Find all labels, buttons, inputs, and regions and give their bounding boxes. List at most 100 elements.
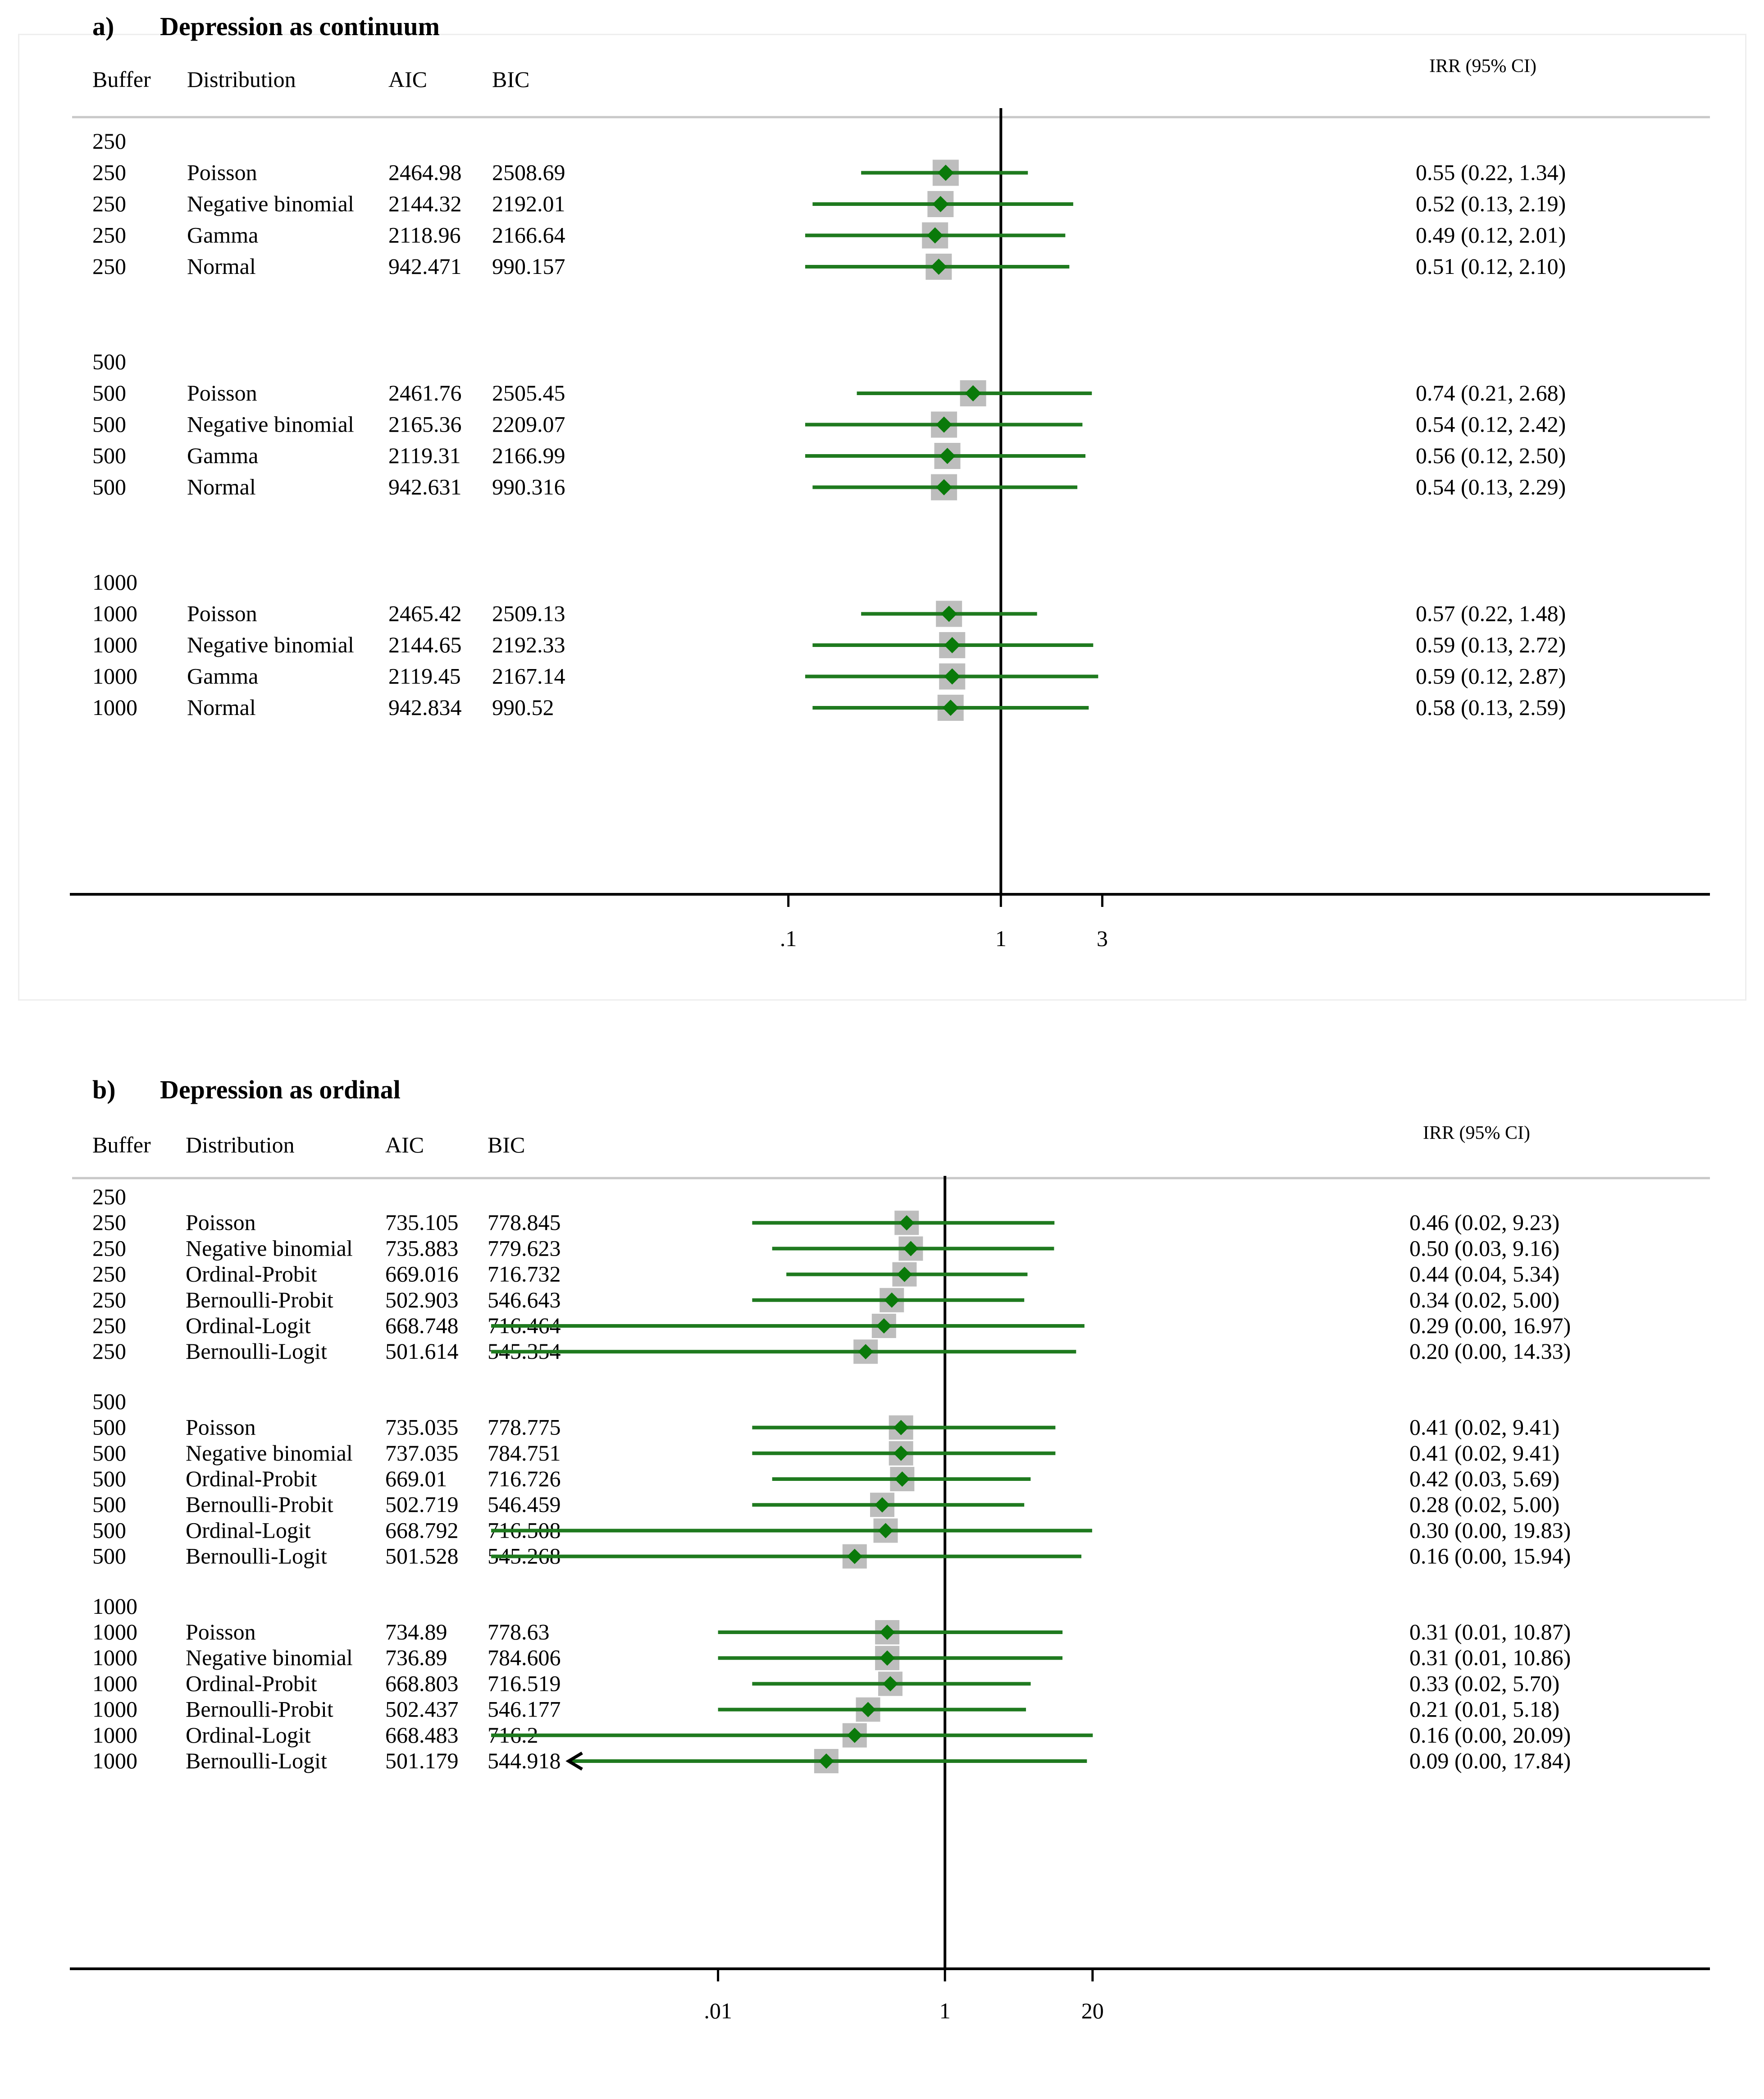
point-estimate bbox=[936, 479, 953, 496]
row-distribution: Bernoulli-Probit bbox=[186, 1697, 333, 1722]
point-estimate bbox=[880, 1650, 895, 1666]
row-ci-text: 0.59 (0.13, 2.72) bbox=[1416, 632, 1566, 657]
point-estimate bbox=[847, 1548, 862, 1564]
row-ci-text: 0.30 (0.00, 19.83) bbox=[1409, 1517, 1571, 1543]
panel-continuum bbox=[18, 34, 1746, 1001]
row-distribution: Poisson bbox=[186, 1619, 256, 1644]
x-tick-label: 1 bbox=[995, 926, 1007, 951]
point-estimate bbox=[884, 1292, 900, 1308]
row-buffer: 250 bbox=[92, 191, 126, 216]
row-bic: 546.177 bbox=[488, 1697, 561, 1722]
row-distribution: Normal bbox=[187, 474, 256, 500]
row-aic: 668.483 bbox=[385, 1722, 459, 1748]
row-distribution: Ordinal-Logit bbox=[186, 1722, 311, 1748]
row-ci-text: 0.54 (0.12, 2.42) bbox=[1416, 412, 1566, 437]
row-buffer: 1000 bbox=[92, 1671, 137, 1696]
row-bic: 779.623 bbox=[488, 1235, 561, 1261]
point-estimate bbox=[874, 1497, 890, 1513]
row-buffer: 250 bbox=[92, 223, 126, 248]
row-distribution: Bernoulli-Logit bbox=[186, 1544, 327, 1569]
row-distribution: Bernoulli-Logit bbox=[186, 1748, 327, 1773]
row-bic: 2167.14 bbox=[492, 664, 565, 689]
point-estimate bbox=[927, 227, 944, 244]
row-ci-text: 0.74 (0.21, 2.68) bbox=[1416, 380, 1566, 405]
column-header-aic: AIC bbox=[388, 67, 427, 92]
row-aic: 2165.36 bbox=[388, 412, 462, 437]
row-bic: 2192.33 bbox=[492, 632, 565, 657]
row-bic: 716.519 bbox=[488, 1671, 561, 1696]
row-bic: 2508.69 bbox=[492, 160, 565, 185]
row-ci-text: 0.41 (0.02, 9.41) bbox=[1409, 1415, 1559, 1440]
row-ci-text: 0.29 (0.00, 16.97) bbox=[1409, 1313, 1571, 1338]
row-buffer: 500 bbox=[92, 1517, 126, 1543]
point-estimate bbox=[939, 448, 956, 464]
row-ci-text: 0.58 (0.13, 2.59) bbox=[1416, 695, 1566, 720]
row-ci-text: 0.31 (0.01, 10.87) bbox=[1409, 1619, 1571, 1644]
point-estimate bbox=[944, 668, 961, 685]
row-ci-text: 0.44 (0.04, 5.34) bbox=[1409, 1261, 1559, 1287]
row-bic: 778.775 bbox=[488, 1415, 561, 1440]
row-distribution: Poisson bbox=[186, 1210, 256, 1235]
row-ci-text: 0.20 (0.00, 14.33) bbox=[1409, 1339, 1571, 1364]
point-estimate bbox=[903, 1241, 919, 1257]
point-estimate bbox=[882, 1676, 898, 1692]
point-estimate bbox=[894, 1471, 910, 1487]
row-aic: 942.471 bbox=[388, 254, 462, 279]
row-distribution: Bernoulli-Probit bbox=[186, 1287, 333, 1312]
row-buffer: 500 bbox=[92, 1544, 126, 1569]
row-aic: 734.89 bbox=[385, 1619, 447, 1644]
column-header-bic: BIC bbox=[492, 67, 529, 92]
forest-plot-ordinal: Buffer Distribution AIC BIC IRR (95% CI)2502… bbox=[70, 1123, 1710, 2023]
row-distribution: Poisson bbox=[186, 1415, 256, 1440]
row-distribution: Negative binomial bbox=[186, 1645, 353, 1670]
row-bic: 784.751 bbox=[488, 1440, 561, 1466]
column-header-buffer: Buffer bbox=[92, 1132, 151, 1157]
row-ci-text: 0.09 (0.00, 17.84) bbox=[1409, 1748, 1571, 1773]
group-label: 1000 bbox=[92, 1594, 137, 1619]
row-buffer: 500 bbox=[92, 1492, 126, 1517]
group-label: 500 bbox=[92, 349, 126, 374]
row-distribution: Normal bbox=[187, 254, 256, 279]
row-distribution: Negative binomial bbox=[187, 412, 354, 437]
row-aic: 2144.32 bbox=[388, 191, 462, 216]
row-buffer: 500 bbox=[92, 1415, 126, 1440]
row-bic: 2166.99 bbox=[492, 443, 565, 468]
row-buffer: 500 bbox=[92, 380, 126, 405]
row-aic: 736.89 bbox=[385, 1645, 447, 1670]
row-buffer: 250 bbox=[92, 160, 126, 185]
row-distribution: Negative binomial bbox=[186, 1235, 353, 1261]
row-bic: 2192.01 bbox=[492, 191, 565, 216]
row-distribution: Negative binomial bbox=[186, 1440, 353, 1466]
row-ci-text: 0.59 (0.12, 2.87) bbox=[1416, 664, 1566, 689]
row-aic: 2118.96 bbox=[388, 223, 461, 248]
row-ci-text: 0.52 (0.13, 2.19) bbox=[1416, 191, 1566, 216]
row-aic: 502.903 bbox=[385, 1287, 459, 1312]
row-bic: 784.606 bbox=[488, 1645, 561, 1670]
point-estimate bbox=[860, 1702, 876, 1717]
row-distribution: Ordinal-Logit bbox=[186, 1517, 311, 1543]
row-ci-text: 0.55 (0.22, 1.34) bbox=[1416, 160, 1566, 185]
row-buffer: 1000 bbox=[92, 1645, 137, 1670]
row-buffer: 1000 bbox=[92, 1722, 137, 1748]
point-estimate bbox=[944, 637, 961, 653]
row-distribution: Gamma bbox=[187, 223, 258, 248]
panel-b-title: Depression as ordinal bbox=[160, 1075, 401, 1104]
point-estimate bbox=[880, 1625, 895, 1640]
row-aic: 737.035 bbox=[385, 1440, 459, 1466]
panel-a-label: a) bbox=[92, 12, 114, 41]
row-bic: 990.52 bbox=[492, 695, 554, 720]
ci-truncation-arrow bbox=[565, 1751, 583, 1771]
row-buffer: 1000 bbox=[92, 632, 137, 657]
row-bic: 2166.64 bbox=[492, 223, 565, 248]
row-bic: 990.316 bbox=[492, 474, 565, 500]
group-label: 500 bbox=[92, 1389, 126, 1414]
row-bic: 716.726 bbox=[488, 1466, 561, 1491]
point-estimate bbox=[932, 196, 949, 212]
row-ci-text: 0.56 (0.12, 2.50) bbox=[1416, 443, 1566, 468]
x-tick-label: .1 bbox=[780, 926, 797, 951]
point-estimate bbox=[930, 259, 947, 275]
row-distribution: Bernoulli-Logit bbox=[186, 1339, 327, 1364]
row-aic: 668.803 bbox=[385, 1671, 459, 1696]
row-ci-text: 0.33 (0.02, 5.70) bbox=[1409, 1671, 1559, 1696]
row-distribution: Normal bbox=[187, 695, 256, 720]
